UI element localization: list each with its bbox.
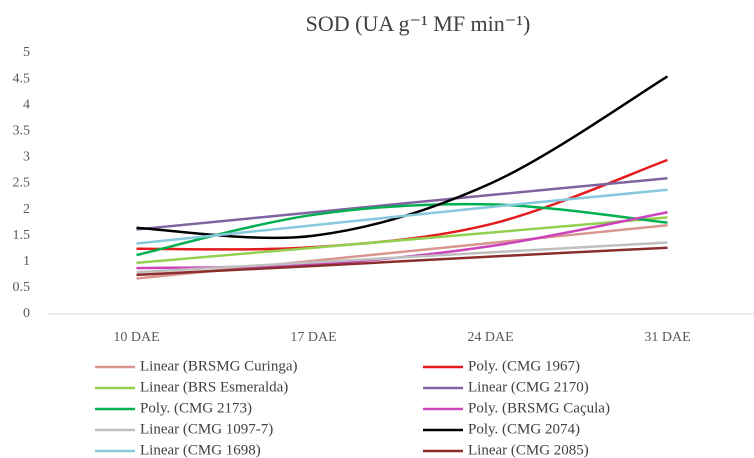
y-tick-label: 2 — [23, 202, 30, 217]
legend-label: Linear (CMG 2170) — [468, 379, 589, 395]
y-tick-label: 1.5 — [13, 228, 31, 243]
y-tick-label: 0 — [23, 306, 30, 321]
legend-label: Linear (CMG 1698) — [140, 442, 261, 458]
series-line — [136, 246, 668, 277]
legend-label: Poly. (CMG 2173) — [140, 400, 252, 416]
y-tick-label: 2.5 — [13, 176, 31, 191]
x-tick-label: 31 DAE — [644, 330, 690, 345]
series-line — [136, 241, 668, 274]
y-tick-label: 3.5 — [13, 124, 31, 139]
legend-label: Linear (CMG 2085) — [468, 442, 589, 458]
series-line — [136, 188, 668, 245]
legend-label: Linear (CMG 1097-7) — [140, 421, 273, 437]
y-tick-label: 4 — [23, 97, 30, 112]
legend-label: Poly. (BRSMG Caçula) — [468, 400, 610, 416]
x-tick-label: 24 DAE — [467, 330, 513, 345]
legend-label: Poly. (CMG 1967) — [468, 358, 580, 374]
y-tick-label: 0.5 — [13, 280, 31, 295]
x-tick-label: 10 DAE — [113, 330, 159, 345]
chart-title: SOD (UA g⁻¹ MF min⁻¹) — [306, 11, 531, 36]
y-tick-label: 4.5 — [13, 71, 31, 86]
y-tick-label: 5 — [23, 45, 30, 60]
y-tick-label: 1 — [23, 254, 30, 269]
legend-label: Linear (BRS Esmeralda) — [140, 379, 288, 395]
series-line — [136, 216, 668, 265]
x-tick-label: 17 DAE — [290, 330, 336, 345]
legend-label: Linear (BRSMG Curinga) — [140, 358, 297, 374]
series-line — [136, 177, 668, 231]
y-tick-label: 3 — [23, 150, 30, 165]
legend-label: Poly. (CMG 2074) — [468, 421, 580, 437]
